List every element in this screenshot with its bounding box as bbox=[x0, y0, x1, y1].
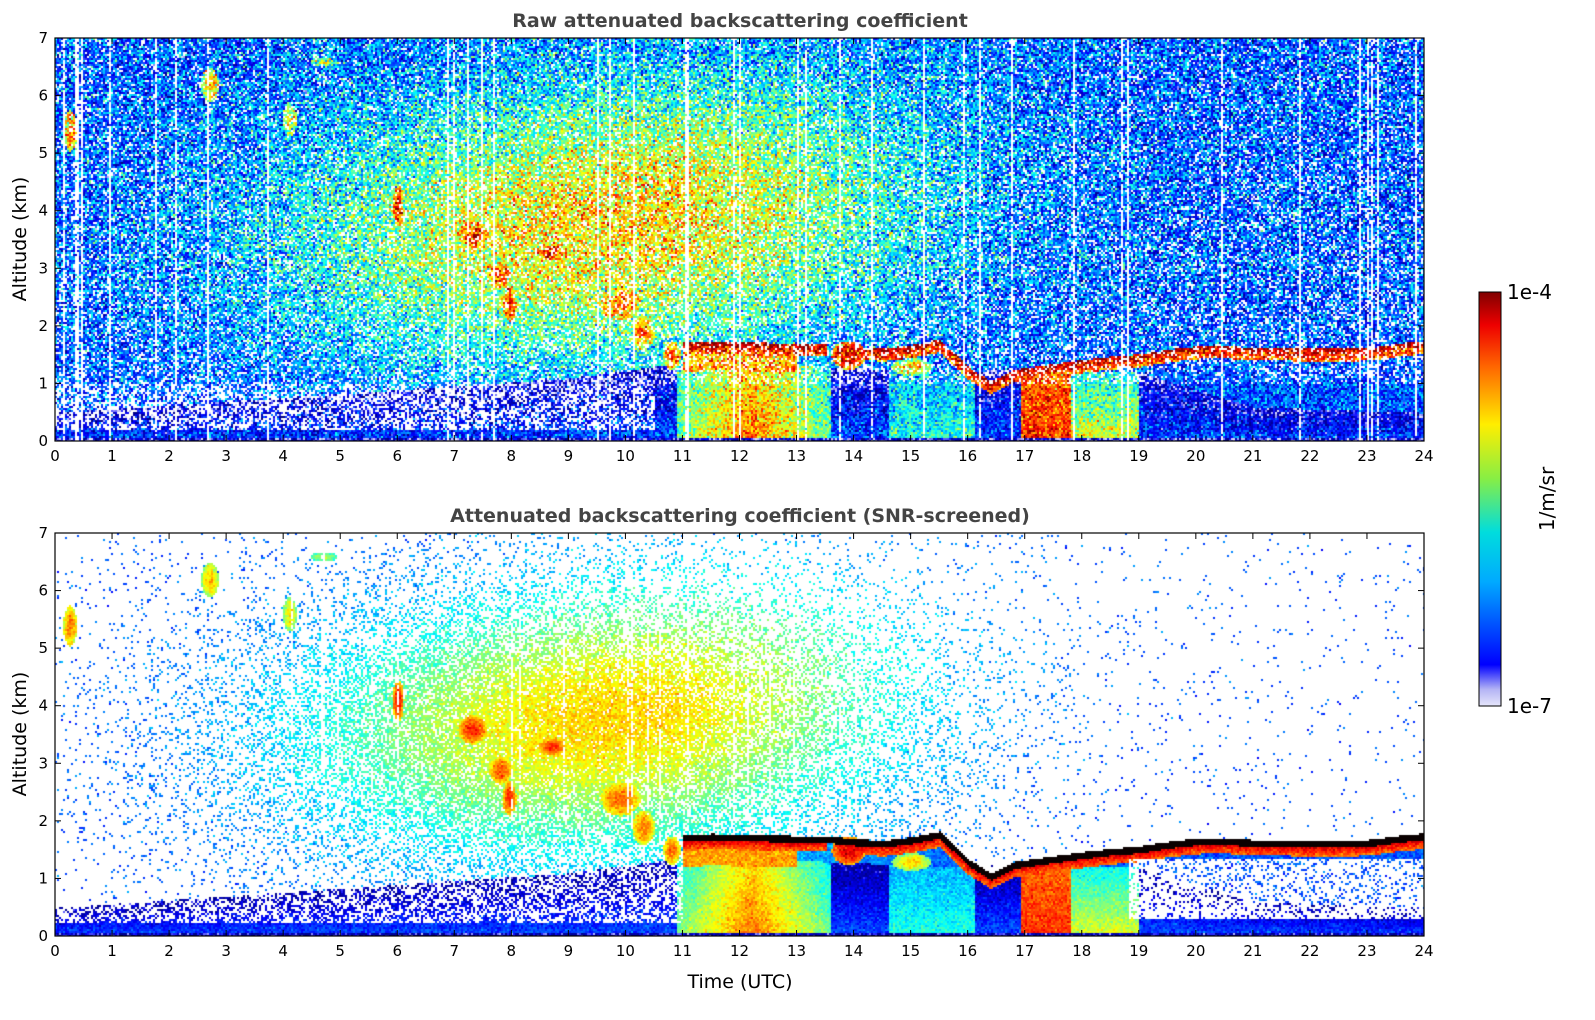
y-tick-label: 6 bbox=[38, 87, 48, 105]
x-tick-label: 6 bbox=[392, 447, 402, 465]
x-tick-label: 2 bbox=[164, 942, 174, 960]
x-tick-label: 0 bbox=[50, 942, 60, 960]
colorbar: 1e-4 1e-7 1/m/sr bbox=[1478, 280, 1559, 718]
x-tick-label: 22 bbox=[1300, 447, 1319, 465]
x-tick-label: 10 bbox=[616, 942, 635, 960]
x-tick-label: 5 bbox=[335, 942, 345, 960]
y-tick-label: 5 bbox=[38, 144, 48, 162]
raw-backscatter-panel: Raw attenuated backscattering coefficien… bbox=[9, 10, 1434, 465]
x-tick-label: 21 bbox=[1243, 942, 1262, 960]
x-tick-label: 8 bbox=[507, 942, 517, 960]
raw-panel-title: Raw attenuated backscattering coefficien… bbox=[512, 10, 968, 32]
x-tick-label: 3 bbox=[221, 942, 231, 960]
x-tick-label: 23 bbox=[1357, 942, 1376, 960]
x-tick-label: 11 bbox=[673, 447, 692, 465]
y-tick-label: 0 bbox=[38, 432, 48, 450]
x-tick-label: 12 bbox=[730, 447, 749, 465]
colorbar-unit-label: 1/m/sr bbox=[1535, 466, 1559, 531]
x-tick-label: 12 bbox=[730, 942, 749, 960]
y-tick-label: 3 bbox=[38, 754, 48, 772]
x-tick-label: 16 bbox=[958, 942, 977, 960]
x-tick-label: 13 bbox=[787, 447, 806, 465]
x-tick-label: 15 bbox=[901, 942, 920, 960]
raw-x-axis: 0 1 2 3 4 5 6 7 8 9 10 11 12 13 14 15 16 17 18 19 20 21 22 23 24 bbox=[50, 38, 1434, 465]
x-tick-label: 4 bbox=[278, 942, 288, 960]
x-tick-label: 20 bbox=[1186, 942, 1205, 960]
raw-y-axis: 0 1 2 3 4 5 6 7 bbox=[38, 29, 1424, 450]
x-tick-label: 4 bbox=[278, 447, 288, 465]
x-tick-label: 9 bbox=[564, 447, 574, 465]
x-tick-label: 14 bbox=[844, 942, 863, 960]
y-tick-label: 1 bbox=[38, 869, 48, 887]
x-tick-label: 24 bbox=[1414, 942, 1433, 960]
y-tick-label: 0 bbox=[38, 927, 48, 945]
x-axis-label: Time (UTC) bbox=[686, 971, 792, 993]
y-tick-label: 1 bbox=[38, 374, 48, 392]
screened-backscatter-panel: Attenuated backscattering coefficient (S… bbox=[9, 505, 1434, 993]
x-tick-label: 1 bbox=[107, 447, 117, 465]
y-tick-label: 6 bbox=[38, 582, 48, 600]
y-tick-label: 4 bbox=[38, 202, 48, 220]
screened-panel-title: Attenuated backscattering coefficient (S… bbox=[450, 505, 1030, 527]
y-tick-label: 4 bbox=[38, 697, 48, 715]
x-tick-label: 16 bbox=[958, 447, 977, 465]
colorbar-max-label: 1e-4 bbox=[1507, 280, 1552, 304]
x-tick-label: 20 bbox=[1186, 447, 1205, 465]
x-tick-label: 13 bbox=[787, 942, 806, 960]
x-tick-label: 18 bbox=[1072, 447, 1091, 465]
x-tick-label: 5 bbox=[335, 447, 345, 465]
y-tick-label: 5 bbox=[38, 639, 48, 657]
raw-heatmap-image bbox=[55, 38, 1424, 441]
screened-x-axis: 0 1 2 3 4 5 6 7 8 9 10 11 12 13 14 15 16 17 18 19 20 21 22 23 24 bbox=[50, 533, 1434, 960]
raw-y-axis-label: Altitude (km) bbox=[9, 177, 31, 302]
x-tick-label: 24 bbox=[1414, 447, 1433, 465]
x-tick-label: 3 bbox=[221, 447, 231, 465]
x-tick-label: 8 bbox=[507, 447, 517, 465]
x-tick-label: 0 bbox=[50, 447, 60, 465]
y-tick-label: 2 bbox=[38, 317, 48, 335]
x-tick-label: 18 bbox=[1072, 942, 1091, 960]
x-tick-label: 7 bbox=[450, 942, 460, 960]
y-tick-label: 3 bbox=[38, 259, 48, 277]
x-tick-label: 7 bbox=[450, 447, 460, 465]
x-tick-label: 21 bbox=[1243, 447, 1262, 465]
x-tick-label: 14 bbox=[844, 447, 863, 465]
x-tick-label: 15 bbox=[901, 447, 920, 465]
y-tick-label: 2 bbox=[38, 812, 48, 830]
screened-y-axis-label: Altitude (km) bbox=[9, 672, 31, 797]
x-tick-label: 19 bbox=[1129, 942, 1148, 960]
screened-heatmap-image bbox=[55, 533, 1424, 936]
x-tick-label: 10 bbox=[616, 447, 635, 465]
y-tick-label: 7 bbox=[38, 524, 48, 542]
x-tick-label: 19 bbox=[1129, 447, 1148, 465]
x-tick-label: 17 bbox=[1015, 447, 1034, 465]
y-tick-label: 7 bbox=[38, 29, 48, 47]
x-tick-label: 11 bbox=[673, 942, 692, 960]
x-tick-label: 2 bbox=[164, 447, 174, 465]
x-tick-label: 1 bbox=[107, 942, 117, 960]
x-tick-label: 23 bbox=[1357, 447, 1376, 465]
x-tick-label: 17 bbox=[1015, 942, 1034, 960]
colorbar-min-label: 1e-7 bbox=[1507, 694, 1552, 718]
colorbar-gradient bbox=[1478, 291, 1502, 707]
x-tick-label: 22 bbox=[1300, 942, 1319, 960]
screened-y-axis: 0 1 2 3 4 5 6 7 bbox=[38, 524, 1424, 945]
x-tick-label: 9 bbox=[564, 942, 574, 960]
x-tick-label: 6 bbox=[392, 942, 402, 960]
